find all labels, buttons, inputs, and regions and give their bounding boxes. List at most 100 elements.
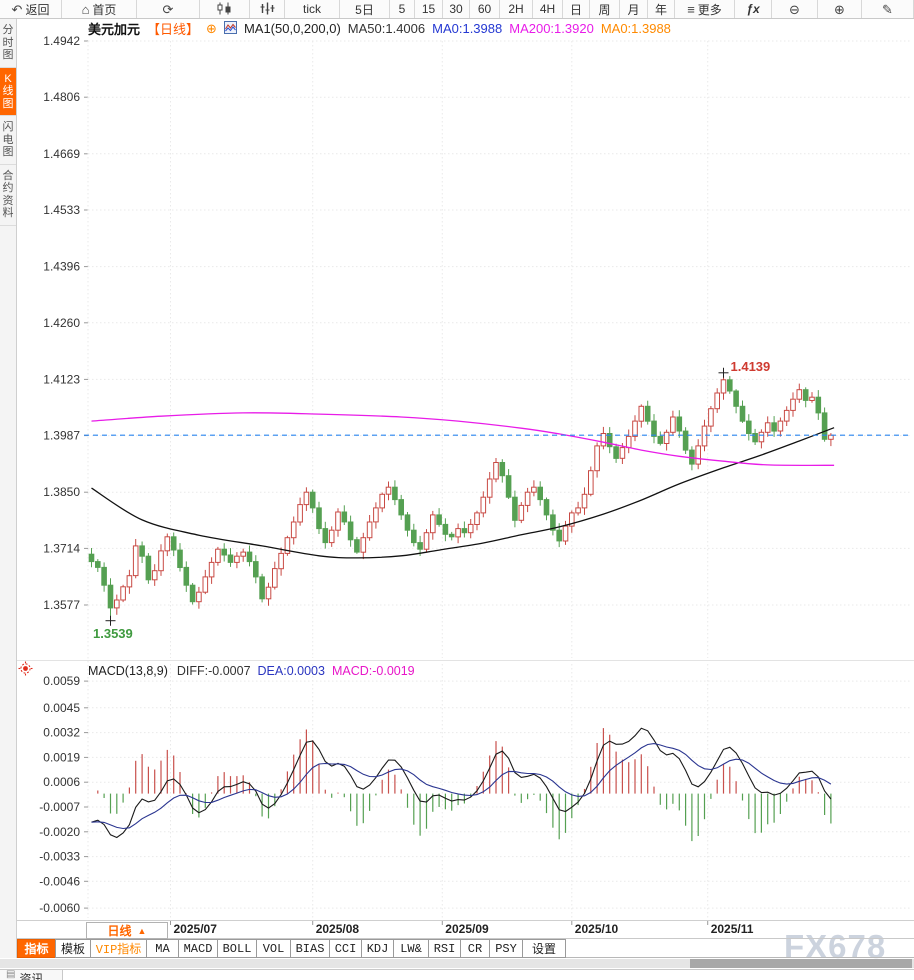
indicator-tab-设置[interactable]: 设置 (522, 939, 566, 958)
indicator-tab-模板[interactable]: 模板 (55, 939, 91, 958)
zoom-out-icon: ⊖ (789, 1, 800, 17)
svg-text:0.0032: 0.0032 (43, 726, 80, 740)
svg-text:-0.0046: -0.0046 (39, 874, 80, 888)
candlestick-series (88, 372, 834, 621)
toolbar-button-period-60[interactable]: 60 (470, 0, 500, 18)
toolbar-button-draw[interactable]: ✎ (862, 0, 914, 18)
toolbar-button-period-30[interactable]: 30 (443, 0, 470, 18)
home-icon: ⌂ (81, 1, 90, 17)
toolbar-button-period-4h[interactable]: 4H (533, 0, 563, 18)
indicator-tab-vol[interactable]: VOL (256, 939, 291, 958)
sidebar-tab-char: 分 (2, 24, 14, 36)
sidebar-tab-char: 线 (2, 85, 14, 97)
svg-text:1.3987: 1.3987 (43, 429, 80, 443)
scrollbar-thumb[interactable] (690, 959, 912, 968)
x-axis-line (17, 920, 914, 921)
symbol-name: 美元加元 (88, 22, 141, 37)
toolbar-button-zoom-out[interactable]: ⊖ (772, 0, 818, 18)
indicator-tab-bias[interactable]: BIAS (290, 939, 330, 958)
news-tab[interactable]: ▤ 资讯 (0, 970, 63, 980)
indicator-tab-指标[interactable]: 指标 (17, 939, 56, 958)
indicator-tab-lw&[interactable]: LW& (393, 939, 429, 958)
toolbar-button-period-week[interactable]: 周 (590, 0, 620, 18)
indicator-tab-psy[interactable]: PSY (489, 939, 523, 958)
sidebar-tab-char: 图 (2, 49, 14, 61)
toolbar-button-period-5[interactable]: 5 (390, 0, 415, 18)
indicator-tab-vip指标[interactable]: VIP指标 (90, 939, 147, 958)
expand-icon[interactable]: ⊕ (206, 20, 217, 36)
bottom-bar (0, 969, 914, 980)
sidebar-tab-char: 合 (2, 169, 14, 182)
toolbar-label-period-60: 60 (477, 2, 492, 16)
toolbar-button-period-2h[interactable]: 2H (500, 0, 533, 18)
toolbar-button-refresh[interactable]: ⟳ (137, 0, 200, 18)
toolbar-button-fx-formula[interactable]: ƒx (735, 0, 772, 18)
ma-value: MA200:1.3920 (509, 21, 594, 36)
news-icon: ▤ (6, 970, 16, 980)
period-label: 【日线】 (147, 22, 200, 37)
sidebar-tab-char: 资 (2, 194, 14, 207)
indicator-tab-cci[interactable]: CCI (329, 939, 362, 958)
sidebar-tab-char: 图 (2, 146, 14, 158)
toolbar-button-period-5d[interactable]: 5日 (340, 0, 390, 18)
macd-dea-line (91, 743, 832, 830)
indicator-tab-macd[interactable]: MACD (178, 939, 218, 958)
horizontal-scrollbar[interactable] (0, 959, 914, 968)
svg-text:1.3850: 1.3850 (43, 485, 80, 499)
top-toolbar: ↶ 返回 ⌂ 首页 ⟳ tick 5日 5 15 30 60 2H 4H 日周月年 ≡ 更多 ƒx ⊖ ⊕ ✎ (0, 0, 914, 19)
news-tab-label: 资讯 (19, 972, 44, 980)
indicator-settings-icon[interactable] (18, 661, 34, 677)
toolbar-button-period-15[interactable]: 15 (415, 0, 443, 18)
toolbar-label-period-30: 30 (449, 2, 463, 16)
sidebar-tab-flash-chart[interactable]: 闪电图 (0, 116, 16, 165)
low-annotation: 1.3539 (93, 615, 133, 641)
svg-text:-0.0033: -0.0033 (39, 850, 80, 864)
sidebar-tab-contract-info[interactable]: 合约资料 (0, 165, 16, 226)
svg-text:2025/10: 2025/10 (575, 922, 619, 936)
toolbar-button-period-month[interactable]: 月 (620, 0, 648, 18)
toolbar-label-tick: tick (303, 2, 321, 16)
chart-header: 美元加元 【日线】 ⊕ MA1(50,0,200,0) MA50:1.4006 M… (88, 20, 678, 37)
indicator-tab-rsi[interactable]: RSI (428, 939, 461, 958)
sidebar-tab-time-chart[interactable]: 分时图 (0, 19, 16, 68)
svg-text:2025/09: 2025/09 (445, 922, 489, 936)
svg-text:0.0019: 0.0019 (43, 750, 80, 764)
period-dropdown-button[interactable]: 日线 ▲ (86, 922, 168, 939)
svg-text:1.4806: 1.4806 (43, 90, 80, 104)
toolbar-button-period-day[interactable]: 日 (563, 0, 590, 18)
sidebar-tab-char: 时 (2, 36, 14, 49)
toolbar-button-home[interactable]: ⌂ 首页 (62, 0, 137, 18)
svg-text:0.0045: 0.0045 (43, 701, 80, 715)
panel-separator (17, 660, 914, 661)
toolbar-label-period-15: 15 (421, 2, 436, 16)
toolbar-button-tick[interactable]: tick (285, 0, 340, 18)
toolbar-button-zoom-in[interactable]: ⊕ (818, 0, 862, 18)
toolbar-label-period-5: 5 (398, 2, 406, 16)
indicator-value: DEA:0.0003 (257, 663, 325, 678)
toolbar-label-home: 首页 (92, 2, 117, 17)
indicator-tab-kdj[interactable]: KDJ (361, 939, 394, 958)
toolbar-label-period-day: 日 (569, 2, 582, 17)
indicator-values: DIFF:-0.0007 DEA:0.0003 MACD:-0.0019 (177, 664, 422, 678)
ma-settings: MA1(50,0,200,0) (243, 21, 341, 36)
indicator-tab-cr[interactable]: CR (460, 939, 490, 958)
svg-text:2025/11: 2025/11 (711, 922, 754, 936)
toolbar-label-fx-formula: ƒx (746, 2, 760, 16)
toolbar-button-period-year[interactable]: 年 (648, 0, 675, 18)
svg-text:1.3714: 1.3714 (43, 541, 80, 555)
svg-text:1.4669: 1.4669 (43, 147, 80, 161)
toolbar-button-volume-chart[interactable] (250, 0, 285, 18)
svg-text:1.4533: 1.4533 (43, 203, 80, 217)
indicator-tab-ma[interactable]: MA (146, 939, 179, 958)
toolbar-button-more[interactable]: ≡ 更多 (675, 0, 735, 18)
svg-text:2025/07: 2025/07 (174, 922, 218, 936)
indicator-tab-boll[interactable]: BOLL (217, 939, 257, 958)
toolbar-label-period-4h: 4H (539, 2, 556, 16)
ma-value: MA0:1.3988 (432, 21, 503, 36)
svg-text:0.0059: 0.0059 (43, 674, 80, 688)
toolbar-button-back[interactable]: ↶ 返回 (0, 0, 62, 18)
toolbar-button-kline-chart[interactable] (200, 0, 250, 18)
